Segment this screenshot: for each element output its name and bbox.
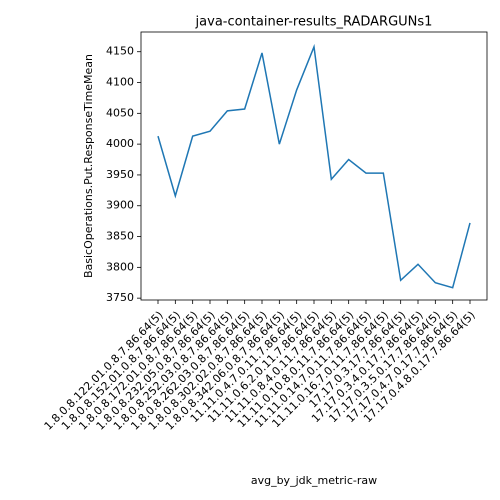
y-tick-label: 3950: [106, 168, 134, 181]
y-axis-label: BasicOperations.Put.ResponseTimeMean: [82, 54, 95, 278]
line-series: [157, 43, 471, 289]
y-tick-label: 4050: [106, 106, 134, 119]
chart-title: java-container-results_RADARGUNs1: [195, 15, 433, 30]
y-tick-label: 3850: [106, 230, 134, 243]
y-tick-label: 4100: [106, 76, 134, 89]
y-tick-label: 4150: [106, 45, 134, 58]
plot-frame: [140, 31, 488, 301]
x-axis-label: avg_by_jdk_metric-raw: [251, 474, 377, 487]
y-tick-label: 3900: [106, 199, 134, 212]
y-tick-label: 3800: [106, 260, 134, 273]
y-tick-label: 4000: [106, 137, 134, 150]
y-tick-label: 3750: [106, 291, 134, 304]
